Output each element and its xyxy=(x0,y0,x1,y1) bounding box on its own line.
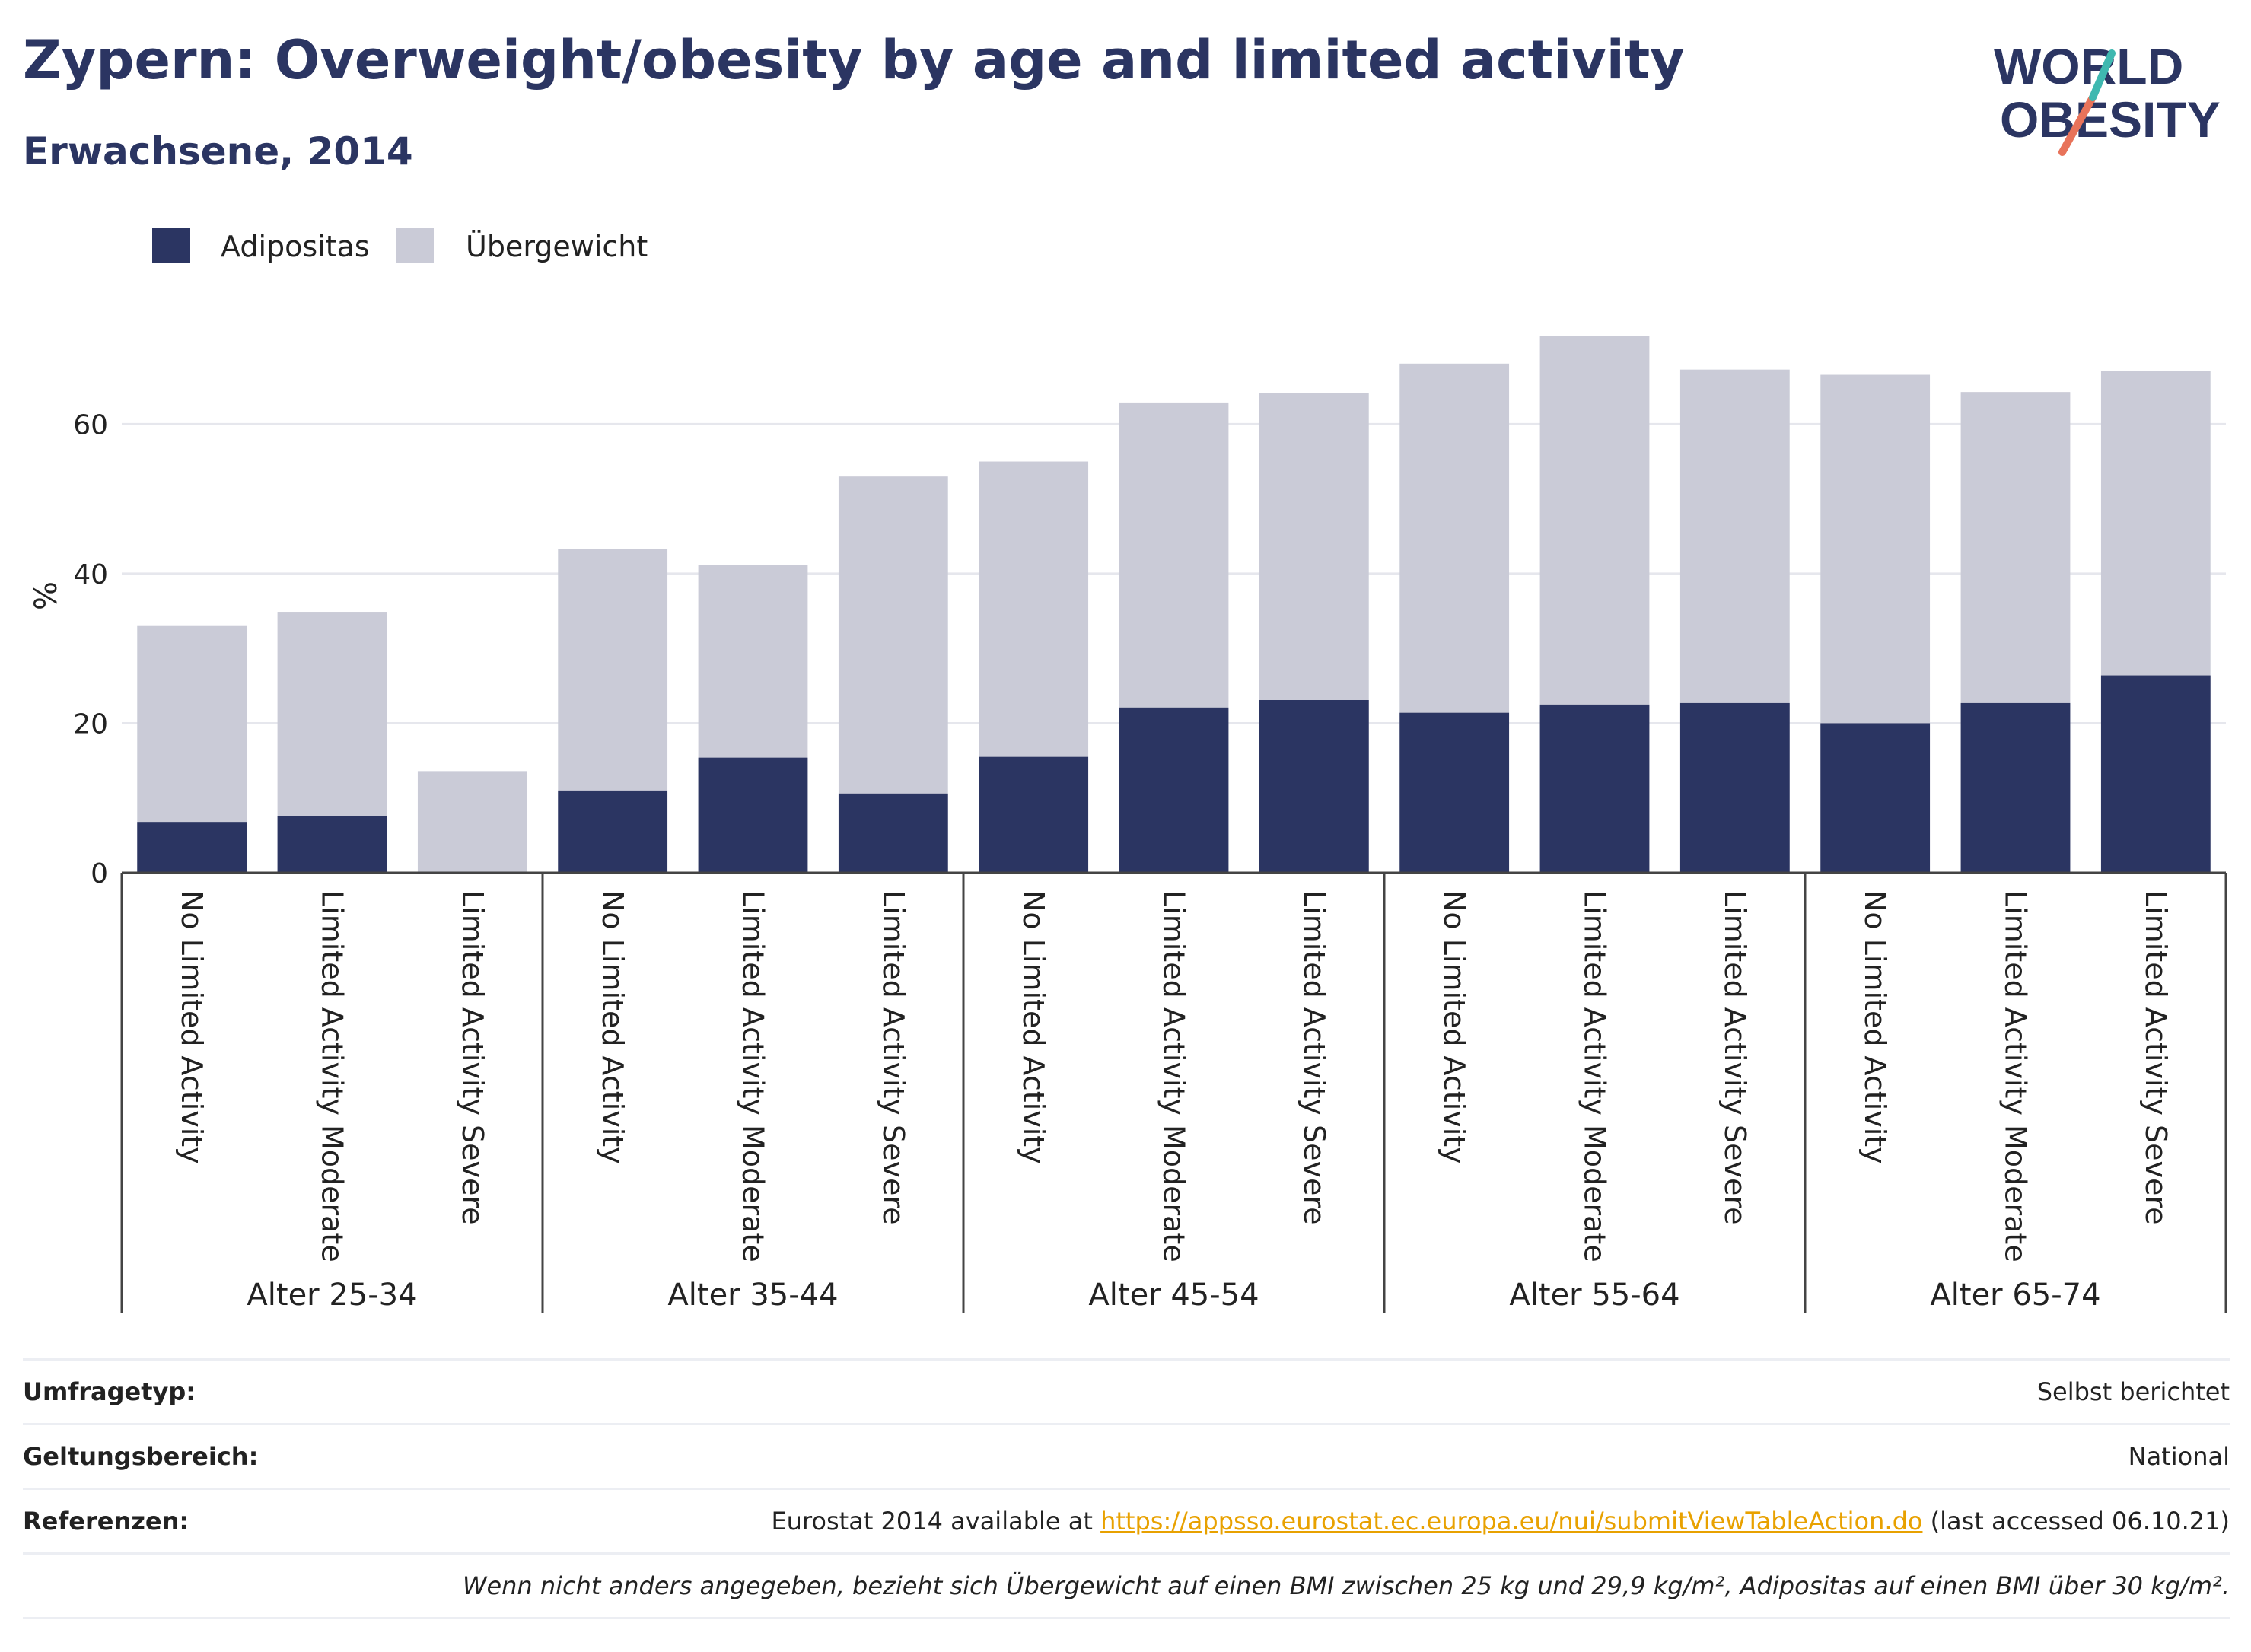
bar-adipositas xyxy=(979,756,1089,873)
footer-table: Umfragetyp: Selbst berichtet Geltungsber… xyxy=(23,1358,2230,1619)
x-tick-label: Limited Activity Severe xyxy=(1718,890,1752,1225)
legend-label-adipositas: Adipositas xyxy=(221,230,370,263)
world-obesity-logo: WORLD OBESITY xyxy=(1994,38,2221,156)
footer-row-references: Referenzen: Eurostat 2014 available at h… xyxy=(23,1490,2230,1555)
footer-label: Umfragetyp: xyxy=(23,1377,196,1406)
footer-value: Selbst berichtet xyxy=(2036,1377,2230,1406)
bar-adipositas xyxy=(558,790,668,873)
y-tick-label: 20 xyxy=(73,708,108,740)
chart-title: Zypern: Overweight/obesity by age and li… xyxy=(23,29,1685,91)
x-tick-label: No Limited Activity xyxy=(596,890,629,1164)
footer-value: National xyxy=(2128,1442,2230,1471)
logo-line1: WORLD xyxy=(1994,38,2183,94)
group-label: Alter 35-44 xyxy=(667,1278,838,1313)
bar-uebergewicht xyxy=(417,771,527,873)
group-label: Alter 25-34 xyxy=(247,1278,417,1313)
references-suffix: (last accessed 06.10.21) xyxy=(1922,1507,2230,1536)
bar-adipositas xyxy=(698,757,808,873)
chart-subtitle: Erwachsene, 2014 xyxy=(23,129,413,173)
x-tick-label: Limited Activity Severe xyxy=(456,890,489,1225)
group-label: Alter 45-54 xyxy=(1088,1278,1259,1313)
footer-note-row: Wenn nicht anders angegeben, bezieht sic… xyxy=(23,1555,2230,1619)
x-tick-label: Limited Activity Moderate xyxy=(1999,890,2033,1262)
bar-adipositas xyxy=(1259,700,1369,873)
footer-note: Wenn nicht anders angegeben, bezieht sic… xyxy=(462,1571,2230,1600)
x-tick-label: No Limited Activity xyxy=(1017,890,1050,1164)
bar-adipositas xyxy=(1960,702,2071,873)
logo-line2: OBESITY xyxy=(2000,91,2221,148)
bar-adipositas xyxy=(1399,712,1510,873)
bar-adipositas xyxy=(137,822,247,873)
bar-adipositas xyxy=(2100,675,2211,873)
group-label: Alter 55-64 xyxy=(1509,1278,1679,1313)
footer-label: Geltungsbereich: xyxy=(23,1442,259,1471)
legend-swatch-uebergewicht xyxy=(396,228,434,263)
bar-chart: Adipositas Übergewicht 0 20 40 60 No Limite… xyxy=(29,228,2227,1313)
x-tick-label: Limited Activity Severe xyxy=(1297,890,1331,1225)
x-tick-label: No Limited Activity xyxy=(1858,890,1892,1164)
x-tick-label: Limited Activity Moderate xyxy=(737,890,770,1262)
x-tick-label: Limited Activity Moderate xyxy=(1578,890,1612,1262)
y-tick-label: 40 xyxy=(73,559,108,590)
references-link[interactable]: https://appsso.eurostat.ec.europa.eu/nui… xyxy=(1100,1507,1923,1536)
bar-adipositas xyxy=(1539,704,1650,873)
y-axis-label: % xyxy=(29,581,64,610)
legend-label-uebergewicht: Übergewicht xyxy=(466,230,648,263)
group-label: Alter 65-74 xyxy=(1930,1278,2100,1313)
x-tick-label: Limited Activity Moderate xyxy=(316,890,349,1262)
x-tick-label: No Limited Activity xyxy=(175,890,209,1164)
footer-label: Referenzen: xyxy=(23,1507,189,1536)
x-tick-label: Limited Activity Severe xyxy=(2139,890,2173,1225)
bar-adipositas xyxy=(838,793,948,873)
footer-row-survey-type: Umfragetyp: Selbst berichtet xyxy=(23,1358,2230,1425)
x-tick-label: Limited Activity Severe xyxy=(877,890,910,1225)
footer-row-scope: Geltungsbereich: National xyxy=(23,1425,2230,1490)
bar-adipositas xyxy=(277,816,387,873)
y-tick-label: 0 xyxy=(91,858,108,890)
y-tick-label: 60 xyxy=(73,409,108,441)
bar-adipositas xyxy=(1119,707,1229,873)
x-tick-label: Limited Activity Moderate xyxy=(1157,890,1191,1262)
legend-swatch-adipositas xyxy=(152,228,190,263)
bar-adipositas xyxy=(1820,723,1931,873)
bar-adipositas xyxy=(1679,702,1790,873)
references-prefix: Eurostat 2014 available at xyxy=(771,1507,1101,1536)
x-tick-label: No Limited Activity xyxy=(1438,890,1471,1164)
footer-value: Eurostat 2014 available at https://appss… xyxy=(771,1507,2230,1536)
legend: Adipositas Übergewicht xyxy=(152,228,648,263)
